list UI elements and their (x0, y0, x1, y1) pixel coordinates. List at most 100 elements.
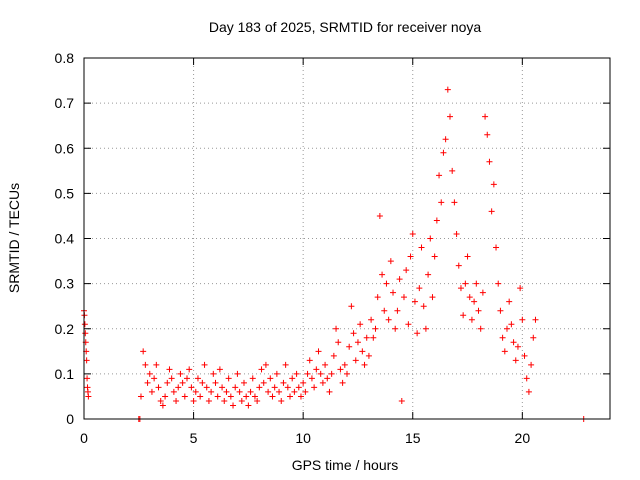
data-point (315, 348, 322, 355)
data-point (308, 375, 315, 382)
data-point (184, 375, 191, 382)
data-point (396, 276, 403, 283)
data-point (85, 393, 92, 400)
data-point (420, 303, 427, 310)
data-point (464, 253, 471, 260)
data-point (523, 375, 530, 382)
data-point (400, 294, 407, 301)
data-point (137, 393, 144, 400)
data-point (287, 393, 294, 400)
data-point (81, 321, 88, 328)
data-point (495, 280, 502, 287)
data-point (440, 149, 447, 156)
data-point (354, 339, 361, 346)
data-point (512, 357, 519, 364)
data-point (238, 397, 245, 404)
data-point (230, 402, 237, 409)
data-point (363, 334, 370, 341)
data-point (449, 167, 456, 174)
data-point (168, 375, 175, 382)
data-point (361, 361, 368, 368)
data-point (344, 370, 350, 377)
data-point (460, 312, 467, 319)
data-point (477, 325, 484, 332)
data-point (528, 361, 535, 368)
x-tick-label: 0 (80, 430, 88, 446)
y-tick-label: 0.8 (55, 50, 75, 66)
data-point (280, 379, 287, 386)
data-points (81, 86, 587, 422)
data-point (227, 393, 234, 400)
y-tick-label: 0.2 (55, 321, 75, 337)
data-point (188, 384, 195, 391)
data-point (243, 393, 250, 400)
data-point (293, 370, 300, 377)
data-point (392, 325, 399, 332)
data-point (519, 316, 526, 323)
data-point (159, 402, 166, 409)
data-point (370, 334, 377, 341)
data-point (398, 397, 405, 404)
data-point (431, 253, 438, 260)
data-point (269, 393, 276, 400)
data-point (251, 393, 258, 400)
data-point (210, 370, 217, 377)
data-point (462, 280, 469, 287)
data-point (302, 388, 309, 395)
data-point (451, 199, 458, 206)
y-tick-label: 0.4 (55, 231, 75, 247)
data-point (532, 316, 539, 323)
data-point (411, 298, 418, 305)
data-point (84, 375, 91, 382)
data-point (249, 375, 256, 382)
data-point (192, 388, 199, 395)
y-axis-label: SRMTID / TECUs (6, 183, 22, 293)
data-point (153, 361, 160, 368)
data-point (267, 375, 274, 382)
data-point (197, 393, 204, 400)
data-point (322, 361, 329, 368)
data-point (368, 316, 375, 323)
data-point (262, 361, 269, 368)
data-point (405, 321, 412, 328)
data-point (339, 379, 346, 386)
data-point (140, 348, 147, 355)
data-point (146, 370, 153, 377)
data-point (521, 352, 528, 359)
data-point (328, 370, 335, 377)
data-point (319, 379, 326, 386)
data-point (409, 230, 416, 237)
data-point (151, 375, 158, 382)
data-point (199, 379, 206, 386)
data-point (155, 384, 162, 391)
data-point (350, 330, 357, 337)
data-point (436, 172, 443, 179)
data-point (425, 271, 432, 278)
data-point (418, 244, 425, 251)
data-point (471, 298, 478, 305)
data-point (216, 366, 223, 373)
data-point (173, 397, 180, 404)
data-point (254, 397, 261, 404)
data-point (475, 307, 482, 314)
data-point (179, 379, 186, 386)
data-point (170, 388, 177, 395)
data-point (148, 388, 155, 395)
data-point (236, 388, 243, 395)
data-point (499, 334, 506, 341)
data-point (376, 212, 383, 219)
data-point (232, 384, 239, 391)
data-point (201, 361, 208, 368)
data-point (337, 366, 344, 373)
data-point (383, 280, 390, 287)
data-point (514, 343, 521, 350)
data-point (306, 357, 313, 364)
data-point (186, 366, 193, 373)
data-point (203, 384, 210, 391)
data-point (422, 325, 429, 332)
axis-ticks: 0 0.1 0.2 0.3 0.4 0.5 0.6 0.7 0.8 0 5 10 15 20 (55, 50, 610, 446)
data-point (157, 397, 164, 404)
data-point (374, 294, 381, 301)
y-tick-label: 0 (66, 411, 74, 427)
data-point (219, 384, 226, 391)
